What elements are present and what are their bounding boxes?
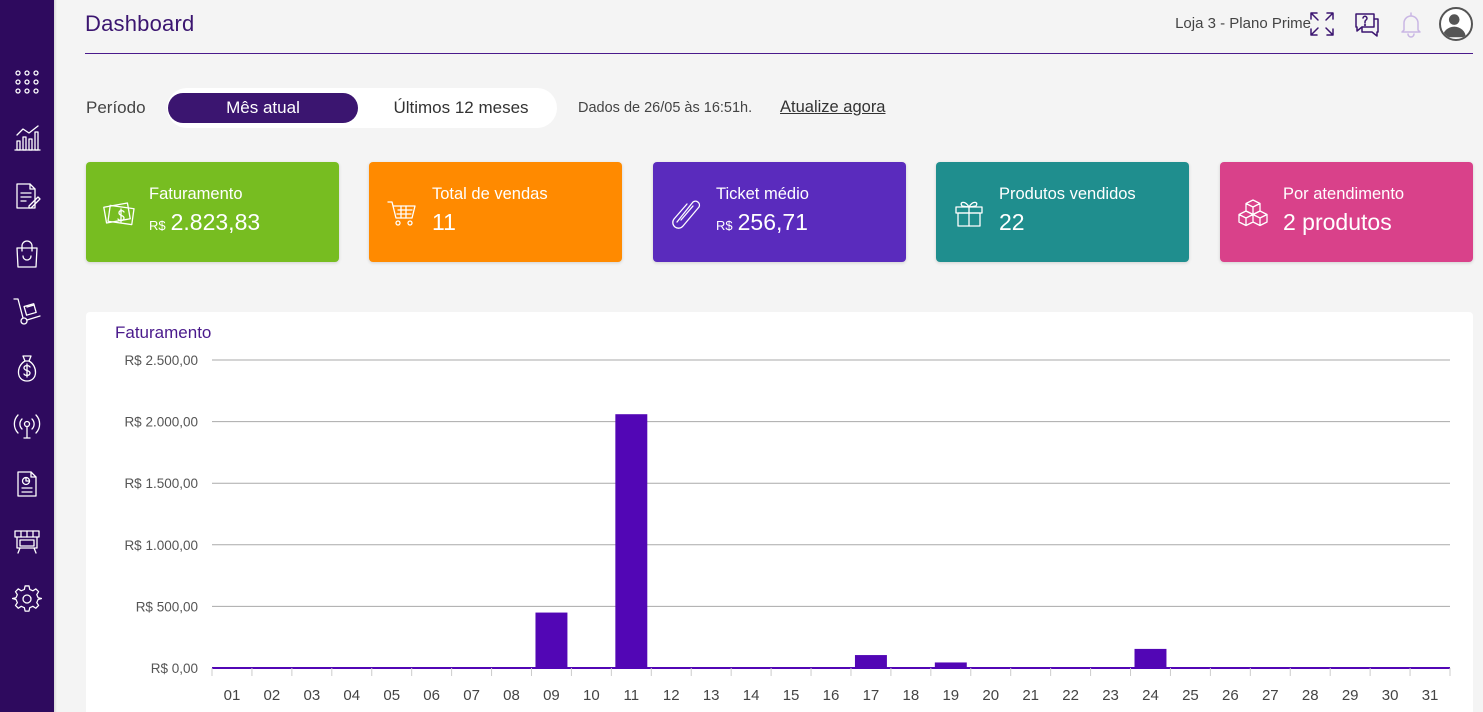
x-tick-label: 09 <box>543 687 560 704</box>
x-tick-label: 26 <box>1222 687 1239 704</box>
header: Dashboard Loja 3 - Plano Prime <box>85 0 1473 54</box>
hand-truck-icon[interactable] <box>11 295 43 327</box>
money-bag-icon[interactable] <box>11 352 43 384</box>
x-tick-label: 22 <box>1062 687 1079 704</box>
period-last-12-months-button[interactable]: Últimos 12 meses <box>393 98 529 117</box>
card-total-vendas: Total de vendas 11 <box>369 162 622 262</box>
x-tick-label: 25 <box>1182 687 1199 704</box>
x-tick-label: 07 <box>463 687 480 704</box>
currency-symbol: R$ <box>149 218 166 233</box>
period-label: Período <box>86 98 146 117</box>
x-tick-label: 06 <box>423 687 440 704</box>
y-tick-label: R$ 500,00 <box>136 599 198 614</box>
data-timestamp: Dados de 26/05 às 16:51h. <box>578 100 753 116</box>
x-tick-label: 08 <box>503 687 520 704</box>
x-tick-label: 29 <box>1342 687 1359 704</box>
card-amount: 22 <box>999 209 1025 235</box>
y-tick-label: R$ 2.000,00 <box>124 415 198 430</box>
card-amount: 2.823,83 <box>170 209 261 235</box>
x-tick-label: 23 <box>1102 687 1119 704</box>
card-amount: 2 produtos <box>1283 209 1392 235</box>
x-tick-label: 04 <box>343 687 360 704</box>
bar <box>1134 648 1167 668</box>
card-amount: 256,71 <box>737 209 808 235</box>
currency-symbol: R$ <box>716 218 733 233</box>
card-label: Faturamento <box>149 185 243 203</box>
revenue-chart-panel: Faturamento R$ 0,00 R$ 500,00 R$ 1.000,00 R… <box>86 312 1473 712</box>
x-tick-label: 17 <box>863 687 880 704</box>
revenue-bar-chart: R$ 0,00 R$ 500,00 R$ 1.000,00 R$ 1.500,00 R$… <box>124 353 1451 704</box>
x-tick-label: 14 <box>743 687 760 704</box>
update-now-link[interactable]: Atualize agora <box>780 98 886 116</box>
y-tick-label: R$ 2.500,00 <box>124 353 198 368</box>
chart-title: Faturamento <box>115 323 212 342</box>
card-ticket-medio: Ticket médio R$ 256,71 <box>653 162 906 262</box>
x-tick-label: 13 <box>703 687 720 704</box>
x-tick-label: 05 <box>383 687 400 704</box>
y-tick-label: R$ 0,00 <box>151 661 198 676</box>
bar <box>934 662 967 668</box>
sidebar <box>0 0 57 712</box>
x-tick-label: 19 <box>942 687 959 704</box>
edit-document-icon[interactable] <box>11 180 43 212</box>
x-tick-label: 20 <box>982 687 999 704</box>
bar <box>615 414 648 668</box>
settings-gear-icon[interactable] <box>11 583 43 615</box>
bell-icon[interactable] <box>1396 9 1426 39</box>
period-selector-row: Período Mês atual Últimos 12 meses Dados… <box>85 88 985 128</box>
y-tick-label: R$ 1.000,00 <box>124 538 198 553</box>
x-tick-label: 31 <box>1422 687 1439 704</box>
store-icon[interactable] <box>11 525 43 557</box>
fullscreen-icon[interactable] <box>1307 9 1337 39</box>
boxes-icon <box>1236 196 1270 230</box>
bar <box>854 655 887 668</box>
page-title: Dashboard <box>85 11 195 36</box>
broadcast-icon[interactable] <box>11 410 43 442</box>
period-current-month-button[interactable]: Mês atual <box>168 93 358 123</box>
x-tick-label: 18 <box>903 687 920 704</box>
x-tick-label: 11 <box>624 687 640 704</box>
x-tick-label: 02 <box>264 687 281 704</box>
help-chat-icon[interactable] <box>1352 9 1382 39</box>
card-faturamento: Faturamento R$ 2.823,83 <box>86 162 339 262</box>
card-amount: 11 <box>432 209 456 235</box>
apps-grid-icon[interactable] <box>11 66 43 98</box>
store-label: Loja 3 - Plano Prime <box>1175 15 1311 32</box>
money-icon <box>102 196 136 230</box>
x-tick-label: 12 <box>663 687 680 704</box>
ticket-icon <box>669 196 703 230</box>
x-tick-label: 01 <box>224 687 241 704</box>
card-por-atendimento: Por atendimento 2 produtos <box>1220 162 1473 262</box>
bar-chart-icon[interactable] <box>11 122 43 154</box>
y-tick-label: R$ 1.500,00 <box>124 476 198 491</box>
shopping-bag-icon[interactable] <box>11 238 43 270</box>
card-produtos-vendidos: Produtos vendidos 22 <box>936 162 1189 262</box>
card-label: Total de vendas <box>432 185 548 203</box>
x-tick-label: 24 <box>1142 687 1159 704</box>
cart-icon <box>385 196 419 230</box>
period-toggle: Mês atual Últimos 12 meses <box>167 88 557 128</box>
x-tick-label: 10 <box>583 687 600 704</box>
x-tick-label: 03 <box>303 687 320 704</box>
x-tick-label: 27 <box>1262 687 1279 704</box>
card-value: R$ 2.823,83 <box>149 209 260 236</box>
bar <box>535 612 568 668</box>
x-tick-label: 28 <box>1302 687 1319 704</box>
card-label: Por atendimento <box>1283 185 1405 203</box>
x-tick-label: 21 <box>1022 687 1039 704</box>
card-value: R$ 256,71 <box>716 209 808 236</box>
gift-icon <box>952 196 986 230</box>
card-label: Produtos vendidos <box>999 185 1136 203</box>
x-tick-label: 16 <box>823 687 840 704</box>
card-label: Ticket médio <box>716 185 809 203</box>
user-avatar-icon[interactable] <box>1439 7 1473 41</box>
x-tick-label: 30 <box>1382 687 1399 704</box>
report-document-icon[interactable] <box>11 468 43 500</box>
x-tick-label: 15 <box>783 687 800 704</box>
